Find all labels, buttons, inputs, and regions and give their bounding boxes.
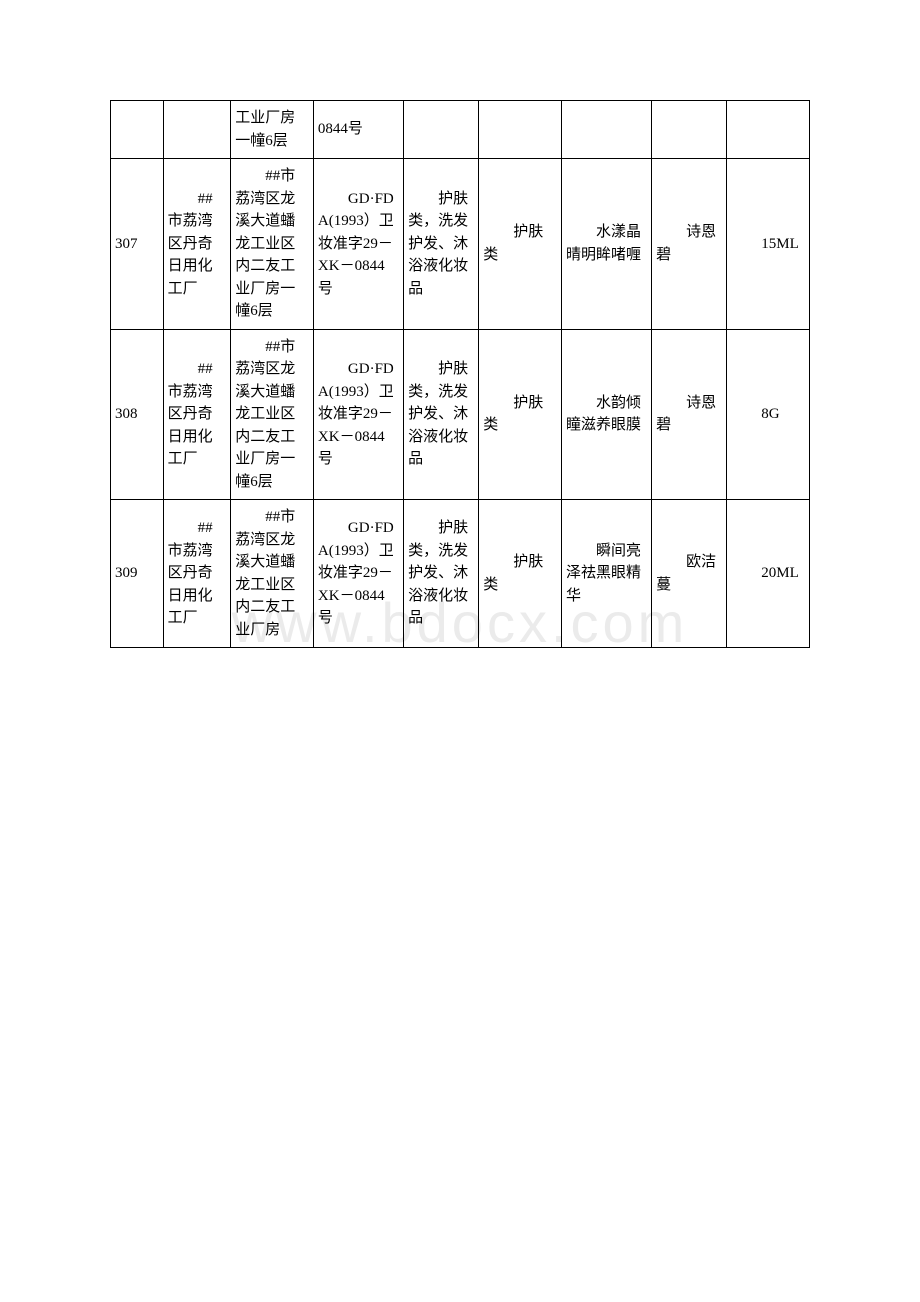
table-row: 308 ##市荔湾区丹奇日用化工厂 ##市荔湾区龙溪大道蟠龙工业区内二友工业厂房… (111, 329, 810, 500)
cell-company: ##市荔湾区丹奇日用化工厂 (163, 329, 231, 500)
cell-id: 309 (111, 500, 164, 648)
table-row: 工业厂房一幢6层 0844号 (111, 101, 810, 159)
cell-company (163, 101, 231, 159)
table-row: 307 ##市荔湾区丹奇日用化工厂 ##市荔湾区龙溪大道蟠龙工业区内二友工业厂房… (111, 159, 810, 330)
cell-license: GD·FDA(1993）卫妆准字29－XK－0844号 (313, 329, 403, 500)
cell-product: 水漾晶晴明眸啫喱 (561, 159, 651, 330)
cell-company: ##市荔湾区丹奇日用化工厂 (163, 159, 231, 330)
cell-product: 瞬间亮泽祛黑眼精华 (561, 500, 651, 648)
cell-product (561, 101, 651, 159)
cell-id: 308 (111, 329, 164, 500)
table-body: 工业厂房一幢6层 0844号 307 ##市荔湾区丹奇日用化工厂 ##市荔湾区龙… (111, 101, 810, 648)
data-table: 工业厂房一幢6层 0844号 307 ##市荔湾区丹奇日用化工厂 ##市荔湾区龙… (110, 100, 810, 648)
cell-company: ##市荔湾区丹奇日用化工厂 (163, 500, 231, 648)
cell-spec (727, 101, 810, 159)
cell-category: 护肤类 (479, 159, 562, 330)
cell-brand (652, 101, 727, 159)
cell-spec: 15ML (727, 159, 810, 330)
cell-scope: 护肤类，洗发护发、沐浴液化妆品 (404, 159, 479, 330)
cell-id (111, 101, 164, 159)
cell-scope (404, 101, 479, 159)
cell-category: 护肤类 (479, 329, 562, 500)
cell-category (479, 101, 562, 159)
cell-address: 工业厂房一幢6层 (231, 101, 314, 159)
cell-address: ##市荔湾区龙溪大道蟠龙工业区内二友工业厂房 (231, 500, 314, 648)
cell-brand: 欧洁蔓 (652, 500, 727, 648)
cell-spec: 20ML (727, 500, 810, 648)
cell-id: 307 (111, 159, 164, 330)
cell-address: ##市荔湾区龙溪大道蟠龙工业区内二友工业厂房一幢6层 (231, 329, 314, 500)
table-row: 309 ##市荔湾区丹奇日用化工厂 ##市荔湾区龙溪大道蟠龙工业区内二友工业厂房… (111, 500, 810, 648)
cell-license: GD·FDA(1993）卫妆准字29－XK－0844号 (313, 159, 403, 330)
cell-license: 0844号 (313, 101, 403, 159)
cell-spec: 8G (727, 329, 810, 500)
cell-scope: 护肤类，洗发护发、沐浴液化妆品 (404, 500, 479, 648)
cell-brand: 诗恩碧 (652, 329, 727, 500)
cell-brand: 诗恩碧 (652, 159, 727, 330)
cell-license: GD·FDA(1993）卫妆准字29－XK－0844号 (313, 500, 403, 648)
cell-category: 护肤类 (479, 500, 562, 648)
cell-product: 水韵倾瞳滋养眼膜 (561, 329, 651, 500)
cell-address: ##市荔湾区龙溪大道蟠龙工业区内二友工业厂房一幢6层 (231, 159, 314, 330)
cell-scope: 护肤类，洗发护发、沐浴液化妆品 (404, 329, 479, 500)
